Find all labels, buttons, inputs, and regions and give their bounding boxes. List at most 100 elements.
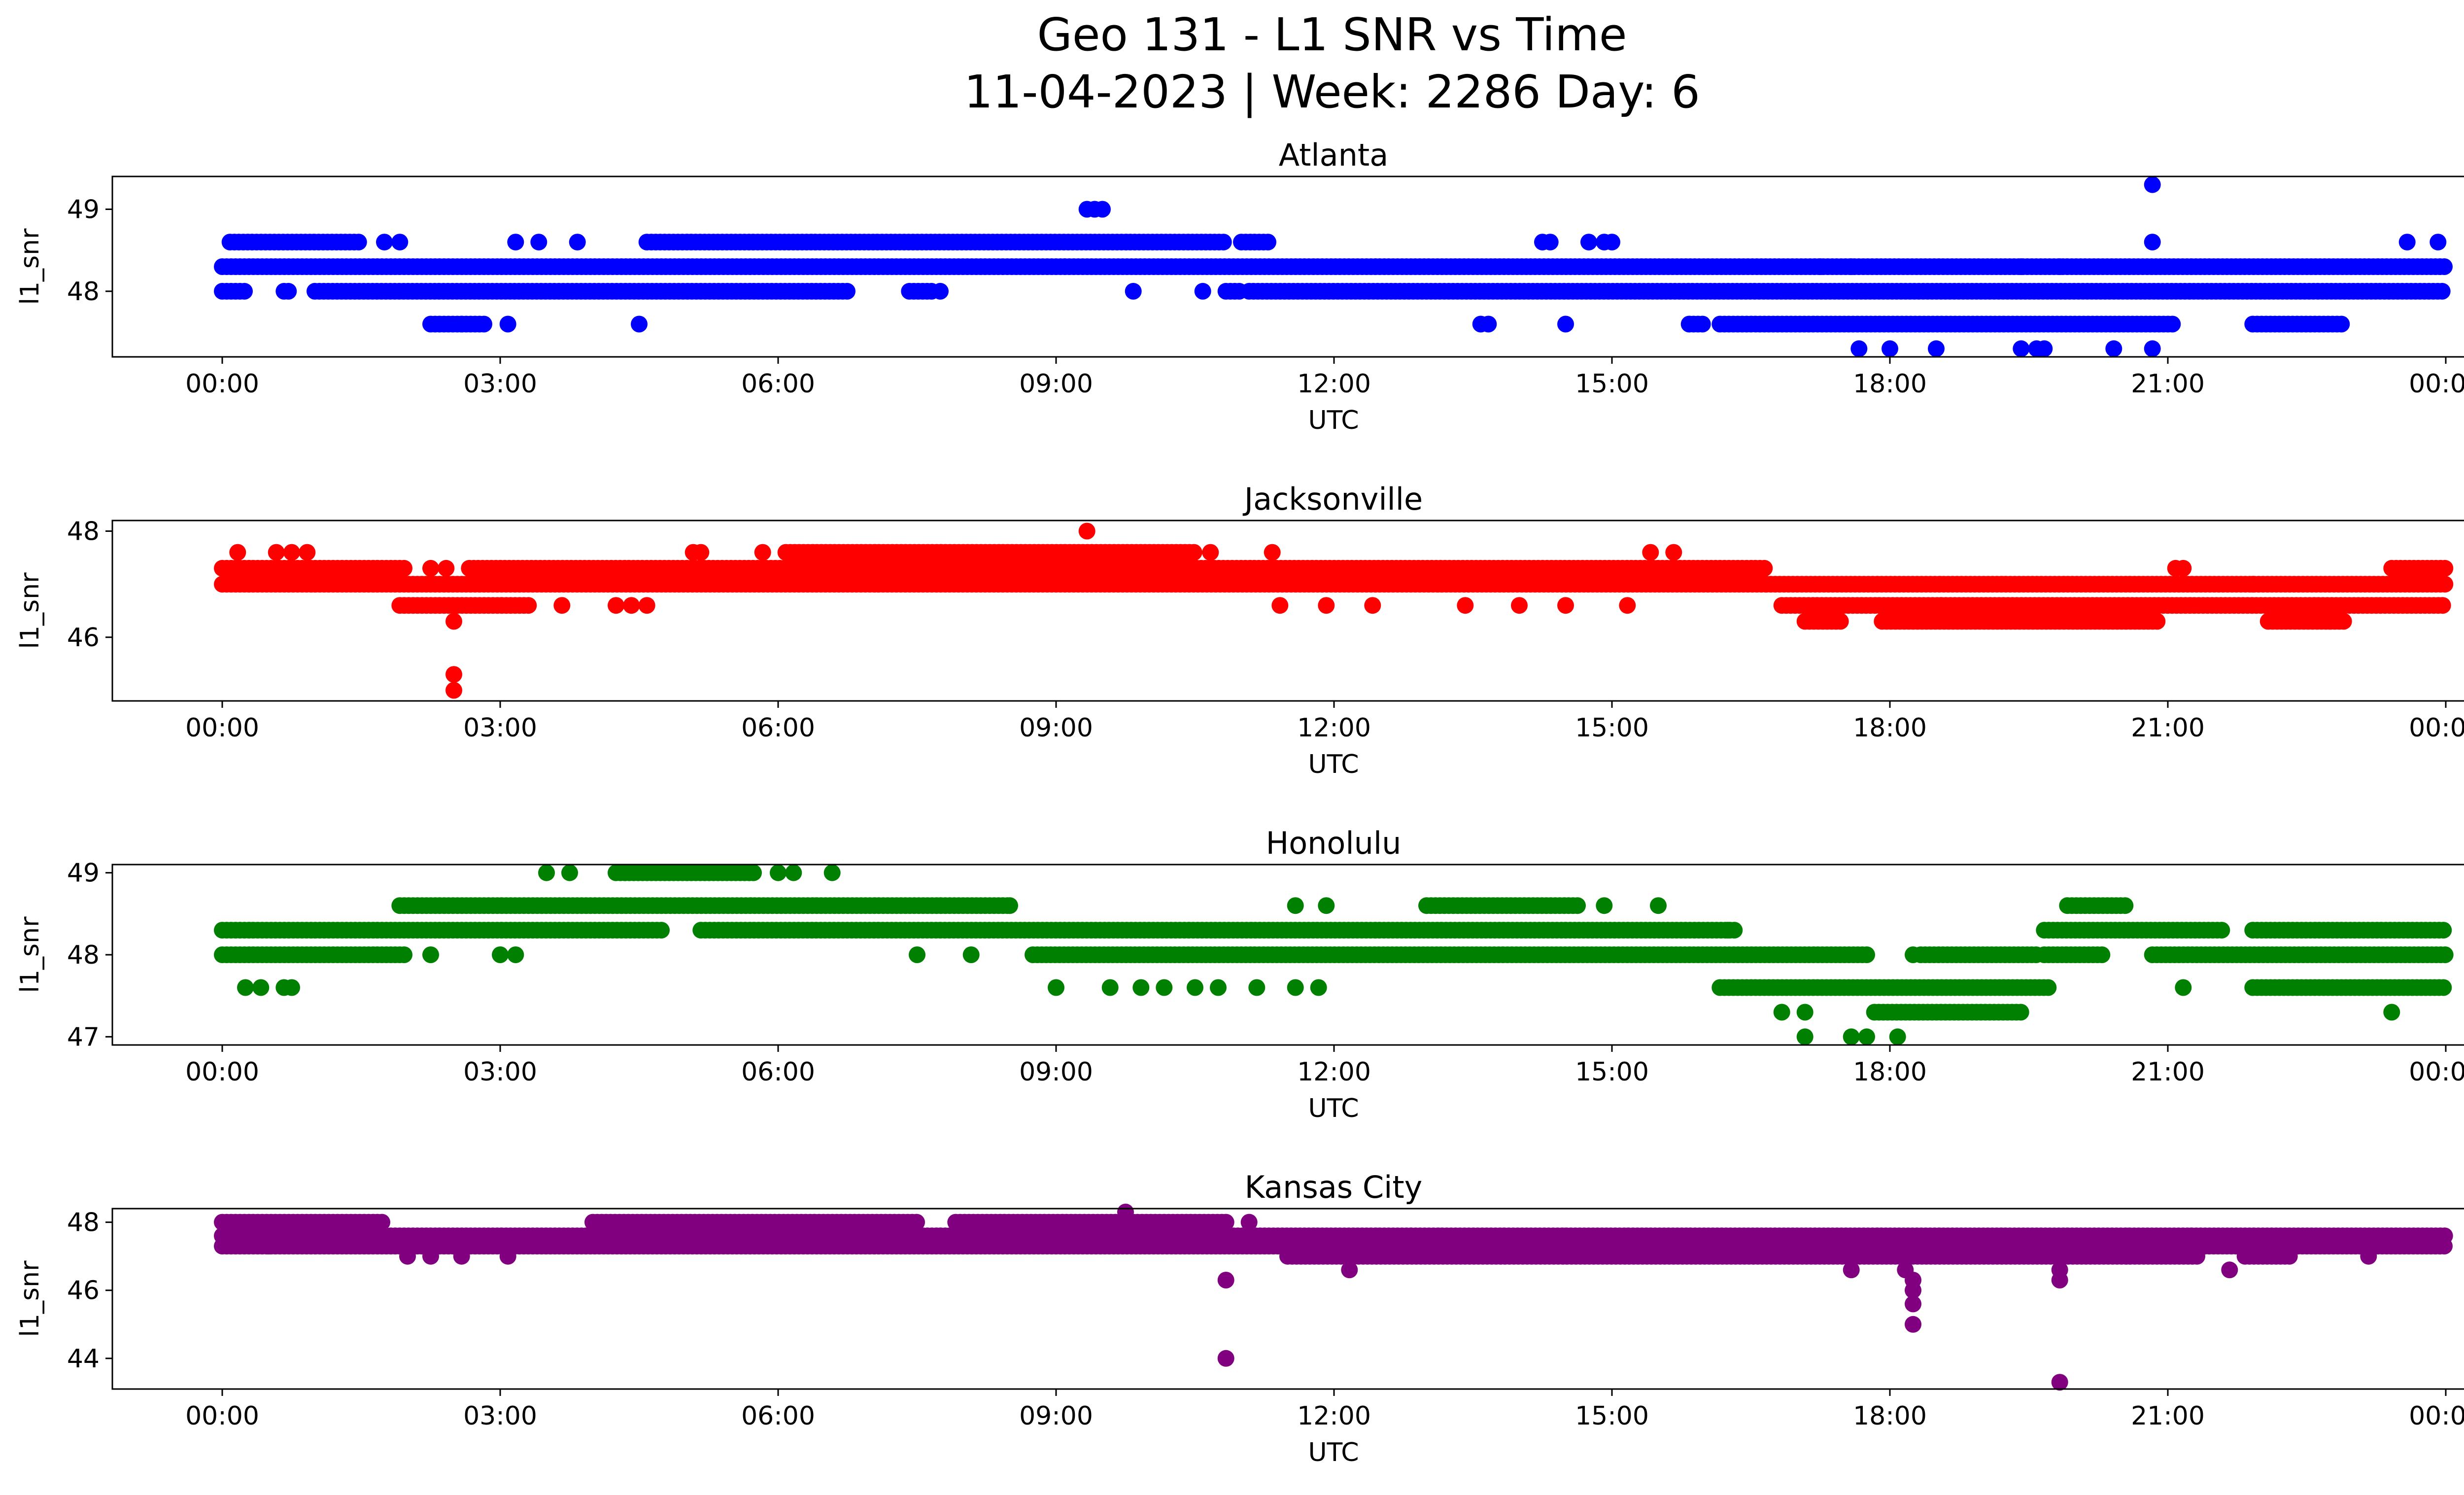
data-point [569, 234, 586, 251]
data-point [1264, 544, 1281, 561]
data-point [1642, 544, 1659, 561]
data-point [2436, 258, 2453, 275]
y-axis-label: l1_snr [15, 916, 45, 993]
data-point [396, 559, 412, 577]
data-point [553, 597, 571, 614]
x-tick-label: 18:00 [1853, 1057, 1927, 1087]
data-point [2036, 340, 2053, 357]
y-axis-label: l1_snr [15, 228, 45, 305]
x-tick-label: 21:00 [2131, 713, 2205, 743]
data-point [268, 544, 285, 561]
data-point [520, 597, 537, 614]
data-point [1125, 282, 1142, 300]
data-point [236, 282, 253, 300]
data-point [2398, 234, 2416, 251]
data-point [391, 234, 409, 251]
x-tick-label: 12:00 [1297, 1057, 1371, 1087]
data-point [1596, 897, 1613, 914]
subplot-title: Honolulu [1266, 825, 1402, 861]
data-point [561, 864, 578, 881]
y-tick-label: 49 [67, 195, 100, 225]
data-point [1185, 544, 1202, 561]
data-point [283, 544, 300, 561]
data-point [1756, 559, 1773, 577]
data-point [1796, 1028, 1814, 1045]
data-point [962, 946, 980, 963]
data-point [1194, 282, 1211, 300]
data-point [299, 544, 316, 561]
data-point [2436, 559, 2454, 577]
data-point [2244, 576, 2261, 593]
data-point [1210, 979, 1227, 996]
data-point [1094, 201, 1111, 218]
data-point [530, 234, 548, 251]
data-point [770, 864, 787, 881]
data-point [1271, 597, 1289, 614]
scatter-series [214, 176, 2453, 357]
data-point [692, 544, 710, 561]
data-point [2012, 1004, 2029, 1021]
data-point [538, 864, 555, 881]
figure-title-line1: Geo 131 - L1 SNR vs Time [1037, 8, 1627, 61]
x-tick-label: 12:00 [1297, 713, 1371, 743]
data-point [2436, 576, 2454, 593]
data-point [2383, 1004, 2400, 1021]
data-point [908, 1214, 925, 1231]
data-point [1132, 979, 1150, 996]
data-point [2213, 922, 2230, 939]
data-point [1557, 597, 1574, 614]
data-point [2322, 613, 2338, 630]
data-point [2335, 613, 2352, 630]
y-tick-label: 48 [67, 940, 100, 970]
data-point [1318, 597, 1335, 614]
figure-title-line2: 11-04-2023 | Week: 2286 Day: 6 [964, 66, 1700, 118]
x-tick-label: 21:00 [2131, 369, 2205, 399]
data-point [2117, 897, 2134, 914]
data-point [422, 946, 439, 963]
data-point [2105, 340, 2122, 357]
data-point [1287, 979, 1304, 996]
data-point [2093, 946, 2111, 963]
data-point [2436, 1238, 2453, 1254]
data-point [1078, 522, 1095, 540]
data-point [1480, 315, 1497, 333]
scatter-series [214, 864, 2454, 1045]
data-point [2435, 922, 2452, 939]
x-tick-label: 15:00 [1575, 1057, 1649, 1087]
data-point [476, 315, 492, 333]
data-point [1248, 979, 1266, 996]
data-point [1882, 340, 1898, 357]
data-point [499, 315, 516, 333]
data-point [1187, 979, 1203, 996]
x-tick-label: 12:00 [1297, 369, 1371, 399]
data-point [2435, 979, 2452, 996]
data-point [1580, 234, 1597, 251]
data-point [1260, 234, 1276, 251]
x-tick-label: 09:00 [1019, 369, 1093, 399]
scatter-series [214, 522, 2454, 699]
data-point [1215, 234, 1232, 251]
data-point [1557, 315, 1574, 333]
data-point [2436, 946, 2454, 963]
data-point [1569, 897, 1586, 914]
data-point [1048, 979, 1064, 996]
data-point [608, 597, 624, 614]
x-tick-label: 00:00 [2409, 1057, 2464, 1087]
data-point [1202, 544, 1219, 561]
data-point [2175, 979, 2192, 996]
data-point [2175, 559, 2192, 577]
data-point [1812, 258, 1829, 275]
x-tick-label: 09:00 [1019, 713, 1093, 743]
y-tick-label: 46 [67, 623, 100, 653]
data-point [2434, 597, 2451, 614]
data-point [839, 282, 856, 300]
data-point [492, 946, 509, 963]
data-point [1928, 340, 1945, 357]
y-tick-label: 48 [67, 277, 100, 307]
data-point [376, 234, 393, 251]
x-tick-label: 00:00 [185, 369, 259, 399]
